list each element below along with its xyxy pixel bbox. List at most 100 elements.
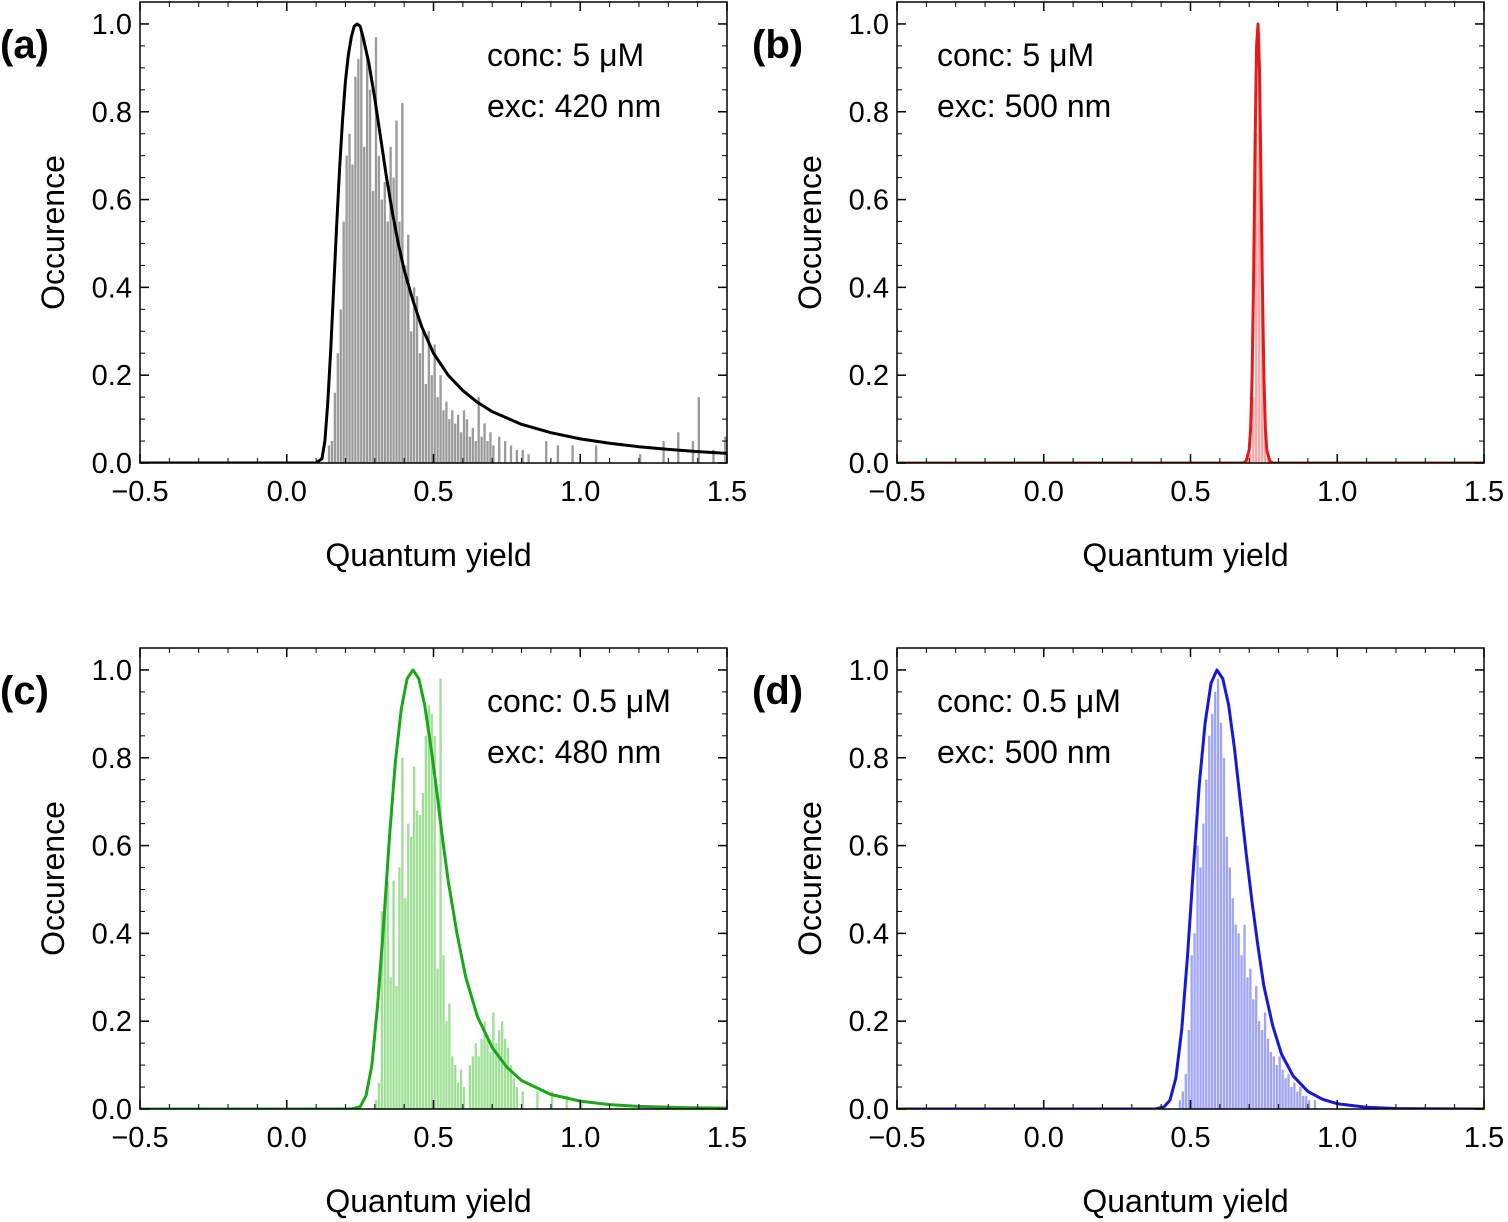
- plot-area: [897, 22, 1484, 463]
- histogram-bar: [1211, 713, 1214, 1109]
- histogram-bar: [506, 1047, 510, 1109]
- histogram-bar: [412, 766, 416, 1109]
- histogram-bar: [521, 1091, 524, 1109]
- histogram-bar: [1187, 1029, 1190, 1109]
- y-tick-label: 0.0: [92, 448, 132, 480]
- histogram-bar: [503, 1038, 507, 1109]
- y-tick-label: 0.2: [849, 360, 889, 392]
- x-axis-title: Quantum yield: [325, 1183, 531, 1219]
- histogram-bar: [1290, 1087, 1293, 1109]
- histogram-bar: [1272, 1056, 1276, 1109]
- histogram-bar: [407, 234, 410, 463]
- histogram-bar: [1205, 779, 1208, 1109]
- x-tick-label: 1.5: [707, 1122, 747, 1154]
- histogram-bar: [424, 735, 428, 1109]
- annotation-text: conc: 0.5 μM: [937, 683, 1121, 719]
- fit-curve: [140, 668, 727, 1109]
- histogram-bar: [459, 1069, 463, 1109]
- histogram-bar: [474, 441, 477, 463]
- plot-area: [897, 668, 1484, 1109]
- histogram-bar: [468, 1065, 472, 1109]
- y-tick-label: 0.4: [92, 272, 132, 304]
- histogram-bar: [1296, 1091, 1299, 1109]
- histogram-bar: [404, 898, 407, 1109]
- histogram-bar: [330, 441, 334, 463]
- x-tick-label: 0.5: [1170, 1122, 1210, 1154]
- histogram-bar: [454, 423, 457, 463]
- histogram-bar: [410, 836, 413, 1109]
- y-tick-label: 0.0: [849, 1094, 889, 1126]
- histogram-bar: [448, 419, 451, 463]
- histogram-bar: [1231, 898, 1234, 1109]
- histogram-bar: [1181, 1091, 1185, 1109]
- x-tick-label: −0.5: [868, 476, 925, 508]
- y-tick-label: 0.2: [92, 1006, 132, 1038]
- chart-panel-b: −0.5 0.0 0.5 1.0 1.50.00.20.40.60.81.0Quantu…: [752, 1, 1504, 573]
- histogram-bar: [1252, 999, 1255, 1109]
- histogram-bar: [1293, 1082, 1296, 1109]
- histogram-bar: [442, 955, 445, 1109]
- annotation-text: conc: 5 μM: [487, 37, 644, 73]
- histogram-bar: [436, 397, 439, 463]
- histogram-bar: [430, 375, 433, 463]
- chart-panel-c: −0.5 0.0 0.5 1.0 1.50.00.20.40.60.81.0Quantu…: [0, 647, 747, 1219]
- histogram-bar: [492, 445, 495, 463]
- histogram-bar: [1190, 955, 1193, 1109]
- histogram-bar: [430, 713, 433, 1109]
- histogram-bar: [1219, 722, 1223, 1109]
- x-tick-label: −0.5: [111, 1122, 168, 1154]
- histogram-bar: [363, 146, 366, 463]
- histogram-bar: [410, 331, 413, 463]
- histogram-bar: [1304, 1095, 1308, 1109]
- histogram-bar: [368, 89, 372, 463]
- annotation-text: conc: 5 μM: [937, 37, 1094, 73]
- histogram-bar: [333, 392, 337, 463]
- histogram-bar: [1249, 454, 1252, 463]
- histogram-bar: [1243, 924, 1246, 1109]
- histogram-bar: [421, 331, 425, 463]
- histogram-bar: [462, 1087, 466, 1109]
- histogram-bar: [509, 445, 513, 463]
- y-axis-title: Occurence: [35, 801, 71, 956]
- histogram-bar: [1246, 977, 1249, 1109]
- histogram-bar: [1258, 32, 1261, 463]
- panel-label: (b): [752, 23, 803, 67]
- y-axis-title: Occurence: [792, 155, 828, 310]
- histogram-bar: [521, 449, 524, 463]
- histogram-bar: [386, 880, 389, 1109]
- annotation-text: exc: 420 nm: [487, 88, 661, 124]
- y-tick-label: 1.0: [849, 9, 889, 41]
- histogram-bar: [451, 410, 454, 463]
- fit-curve: [897, 668, 1484, 1109]
- histogram-bar: [515, 449, 519, 463]
- histogram-bar: [724, 436, 727, 463]
- histogram-bar: [1255, 133, 1258, 463]
- x-tick-label: 0.5: [413, 1122, 453, 1154]
- histogram-bar: [486, 441, 489, 463]
- histogram-bar: [536, 1091, 539, 1109]
- histogram-bar: [471, 1056, 474, 1109]
- histogram-bar: [712, 449, 715, 463]
- histogram-bar: [442, 410, 445, 463]
- histogram-bar: [1269, 1051, 1273, 1109]
- x-axis-title: Quantum yield: [325, 537, 531, 573]
- y-tick-label: 0.8: [849, 97, 889, 129]
- x-tick-label: 0.0: [1024, 1122, 1064, 1154]
- y-tick-label: 0.0: [92, 1094, 132, 1126]
- plot-area: [140, 22, 727, 463]
- histogram-bar: [480, 1038, 483, 1109]
- histogram-bar: [1302, 1095, 1305, 1109]
- histogram-bar: [395, 120, 398, 463]
- histogram-bar: [1260, 1029, 1264, 1109]
- chart-panel-d: −0.5 0.0 0.5 1.0 1.50.00.20.40.60.81.0Quantu…: [752, 647, 1504, 1219]
- histogram-bar: [380, 199, 384, 463]
- histogram-bar: [392, 880, 395, 1109]
- histogram-bar: [459, 432, 463, 463]
- histogram-bar: [492, 1012, 495, 1109]
- histogram-bar: [515, 1087, 519, 1109]
- histogram-bar: [697, 397, 700, 463]
- y-tick-label: 0.8: [92, 97, 132, 129]
- y-tick-label: 0.6: [92, 831, 132, 863]
- histogram-bar: [412, 287, 416, 463]
